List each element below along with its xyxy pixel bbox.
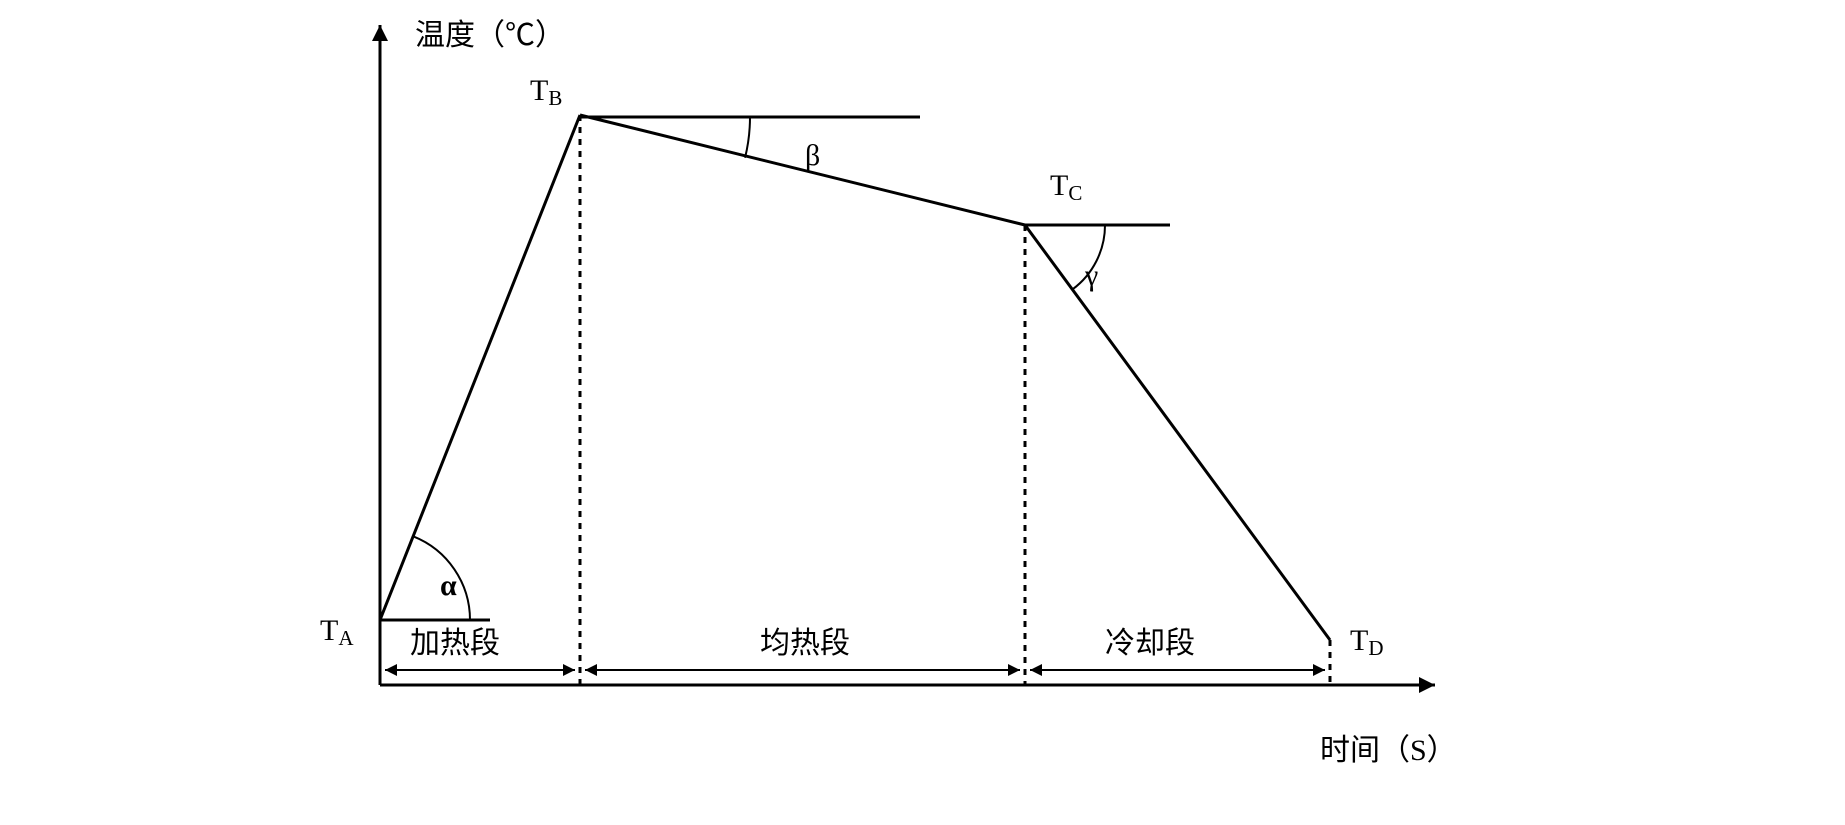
temperature-time-diagram: 温度（℃） 时间（S） TA TB TC TD α β γ 加热段 均热段 冷却段 bbox=[0, 0, 1845, 825]
point-label-TD: TD bbox=[1350, 624, 1384, 660]
diagram-container: 温度（℃） 时间（S） TA TB TC TD α β γ 加热段 均热段 冷却段 bbox=[0, 0, 1845, 825]
angle-label-beta: β bbox=[805, 139, 820, 172]
y-axis-label: 温度（℃） bbox=[415, 19, 565, 52]
angle-label-gamma: γ bbox=[1084, 259, 1098, 292]
section-label-soaking: 均热段 bbox=[760, 627, 850, 660]
section-label-cooling: 冷却段 bbox=[1105, 627, 1195, 660]
point-label-TC: TC bbox=[1050, 169, 1082, 205]
point-label-TB: TB bbox=[530, 74, 562, 110]
angle-arc-beta bbox=[745, 117, 750, 158]
section-label-heating: 加热段 bbox=[410, 627, 500, 660]
x-axis-label: 时间（S） bbox=[1320, 734, 1457, 767]
angle-label-alpha: α bbox=[440, 569, 457, 602]
point-label-TA: TA bbox=[320, 614, 354, 650]
